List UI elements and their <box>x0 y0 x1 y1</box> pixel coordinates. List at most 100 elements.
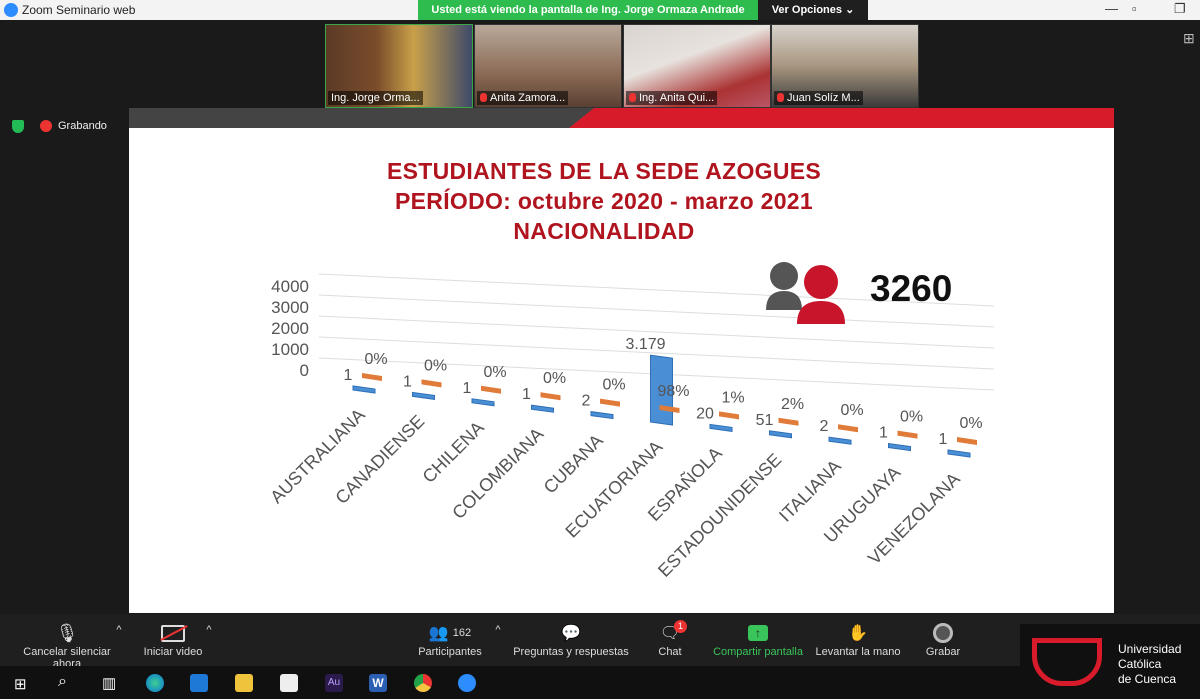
percent-bar <box>719 411 739 420</box>
count-label: 51 <box>756 412 774 429</box>
record-button[interactable]: Grabar <box>922 620 964 658</box>
category-label: ITALIANA <box>775 456 845 526</box>
slide-title-line-3: NACIONALIDAD <box>513 218 695 244</box>
mic-muted-icon: 🎙 <box>55 622 79 643</box>
restore-icon[interactable]: ▫ <box>1132 1 1137 16</box>
participant-name: Ing. Jorge Orma... <box>328 91 423 105</box>
participant-video[interactable]: Juan Solíz M... <box>771 24 919 108</box>
encryption-shield-icon <box>12 120 24 133</box>
edge-icon[interactable] <box>146 674 164 692</box>
window-title: Zoom Seminario web <box>22 3 136 17</box>
count-label: 2 <box>582 393 591 410</box>
mute-options-chevron-icon[interactable]: ^ <box>116 624 122 636</box>
raise-hand-button[interactable]: ✋ Levantar la mano <box>812 620 904 658</box>
share-screen-label: Compartir pantalla <box>713 646 803 658</box>
percent-label: 0% <box>483 364 506 381</box>
participants-options-chevron-icon[interactable]: ^ <box>495 624 501 636</box>
video-options-chevron-icon[interactable]: ^ <box>206 624 212 636</box>
nationality-chart: 4000 3000 2000 1000 0 1 0% 1 0% 1 0% 1 0% 2 0% 3.179 98… <box>266 262 995 581</box>
video-off-icon <box>160 624 188 642</box>
percent-label: 0% <box>900 409 923 426</box>
y-tick-label: 3000 <box>271 298 309 317</box>
percent-label: 98% <box>657 383 689 400</box>
muted-mic-icon <box>480 93 487 102</box>
minimize-icon[interactable]: — <box>1105 1 1118 16</box>
muted-mic-icon <box>629 93 636 102</box>
percent-bar <box>421 379 442 388</box>
category-label: ESTADOUNIDENSE <box>654 449 785 580</box>
count-label: 1 <box>522 386 531 403</box>
participant-video[interactable]: Ing. Jorge Orma... <box>325 24 473 108</box>
y-tick-label: 0 <box>300 361 309 380</box>
search-icon[interactable]: ⌕ <box>58 673 67 690</box>
task-view-icon[interactable]: ▥ <box>102 675 117 692</box>
count-bar <box>590 411 614 420</box>
participants-button[interactable]: 👥 162 Participantes <box>414 620 486 658</box>
percent-label: 1% <box>721 389 744 406</box>
count-label: 1 <box>879 425 888 442</box>
slide-header-accent <box>569 108 1114 128</box>
participants-icon: 👥 <box>428 625 449 642</box>
percent-label: 0% <box>840 402 863 419</box>
percent-label: 2% <box>781 396 804 413</box>
share-screen-button[interactable]: ↑ Compartir pantalla <box>708 620 808 658</box>
shared-screen-slide: ESTUDIANTES DE LA SEDE AZOGUES PERÍODO: … <box>129 108 1114 613</box>
percent-bar <box>600 398 620 407</box>
chrome-icon[interactable] <box>414 674 432 692</box>
mute-button[interactable]: 🎙 Cancelar silenciar ahora <box>8 620 126 671</box>
percent-bar <box>481 385 501 394</box>
muted-mic-icon <box>777 93 784 102</box>
y-tick-label: 2000 <box>271 319 309 338</box>
percent-label: 0% <box>602 377 625 394</box>
audition-icon[interactable]: Au <box>325 674 343 692</box>
chart-y-ticks: 4000 3000 2000 1000 0 <box>271 277 309 380</box>
chart-gridline <box>318 336 995 370</box>
count-bar <box>412 391 435 400</box>
count-bar <box>888 443 911 452</box>
count-bar <box>352 385 376 394</box>
windows-start-icon[interactable]: ⊞ <box>14 676 27 693</box>
grid-icon[interactable]: ⊞ <box>1183 30 1195 46</box>
participant-name: Anita Zamora... <box>490 92 566 104</box>
chart-gridline <box>318 273 995 307</box>
start-video-label: Iniciar video <box>143 646 203 658</box>
chart-gridline <box>318 315 995 349</box>
word-icon[interactable]: W <box>369 674 387 692</box>
percent-bar <box>957 437 977 445</box>
category-label: CUBANA <box>540 430 607 497</box>
qa-button[interactable]: 💬 Preguntas y respuestas <box>512 620 630 658</box>
participant-video[interactable]: Anita Zamora... <box>474 24 622 108</box>
percent-bar <box>778 417 799 426</box>
count-label: 3.179 <box>625 336 665 353</box>
meeting-toolbar: 🎙 Cancelar silenciar ahora ^ Iniciar vid… <box>0 614 1200 670</box>
mail-icon[interactable] <box>190 674 208 692</box>
percent-bar <box>362 373 382 381</box>
percent-bar <box>540 392 561 401</box>
y-tick-label: 1000 <box>271 340 309 359</box>
maximize-icon[interactable]: ❐ <box>1174 1 1186 16</box>
participant-video[interactable]: Ing. Anita Qui... <box>623 24 771 108</box>
participant-name: Ing. Anita Qui... <box>639 92 715 104</box>
uc-logo-icon <box>1032 638 1102 686</box>
count-label: 1 <box>939 431 948 448</box>
logo-line-2: Católica <box>1118 657 1162 671</box>
count-bar <box>769 430 792 439</box>
chat-button[interactable]: 🗨 1 Chat <box>650 620 690 658</box>
zoom-taskbar-icon[interactable] <box>458 674 476 692</box>
zoom-app-icon <box>4 3 18 17</box>
participant-name-tag: Ing. Anita Qui... <box>626 91 718 105</box>
view-options-button[interactable]: Ver Opciones ⌄ <box>758 0 868 20</box>
recording-dot-icon <box>40 120 52 132</box>
count-bar <box>471 398 495 407</box>
people-icon <box>766 262 845 324</box>
store-icon[interactable] <box>280 674 298 692</box>
file-explorer-icon[interactable] <box>235 674 253 692</box>
start-video-button[interactable]: Iniciar video <box>140 620 206 658</box>
chat-badge: 1 <box>674 620 687 633</box>
raise-hand-icon: ✋ <box>848 625 868 642</box>
slide-title-line-1: ESTUDIANTES DE LA SEDE AZOGUES <box>386 158 822 184</box>
participant-name-tag: Anita Zamora... <box>477 91 569 105</box>
chart-gridline <box>318 294 995 328</box>
share-banner: Usted está viendo la pantalla de Ing. Jo… <box>418 0 758 20</box>
university-logo: Universidad Católica de Cuenca <box>1020 624 1200 699</box>
